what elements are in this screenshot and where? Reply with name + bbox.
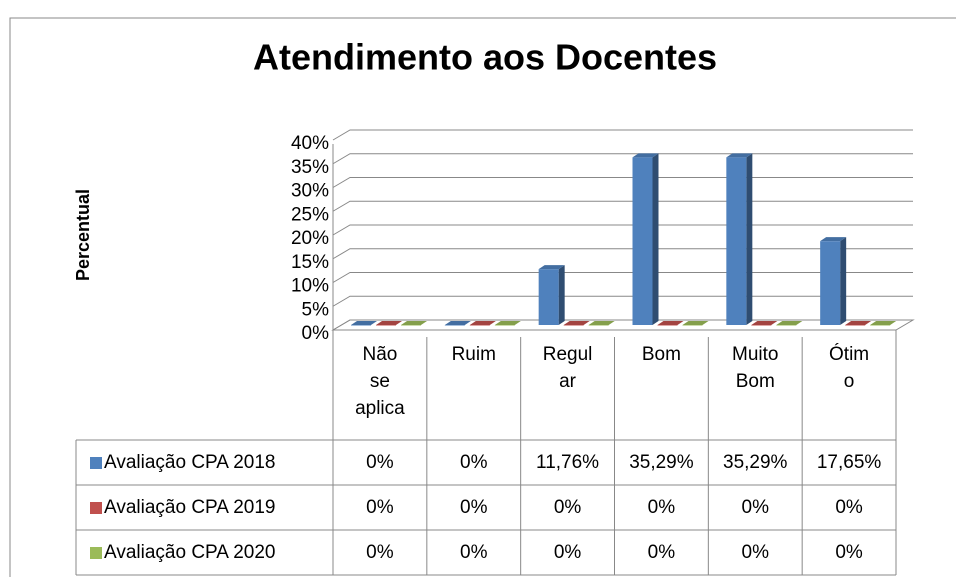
legend-key: [90, 547, 102, 559]
y-tick-label: 35%: [291, 157, 329, 178]
data-label: 0%: [460, 542, 488, 563]
data-label: 0%: [647, 497, 676, 518]
data-label: 0%: [835, 542, 863, 563]
bar: [657, 321, 684, 326]
bar: [751, 321, 778, 326]
x-tick-label: Ruim: [451, 344, 496, 365]
bar: [376, 321, 402, 326]
y-tick-label: 25%: [291, 204, 329, 225]
x-tick-label: Muito Bom: [732, 344, 779, 392]
y-tick-label: 0%: [302, 323, 330, 344]
data-label: 0%: [460, 452, 488, 473]
bar: [351, 321, 377, 326]
x-tick-label: Bom: [641, 344, 681, 365]
y-tick-label: 15%: [291, 252, 329, 273]
data-label: 35,29%: [723, 452, 788, 473]
data-label: 0%: [835, 497, 863, 518]
data-label: 0%: [553, 497, 582, 518]
data-label: 11,76%: [536, 452, 600, 473]
bar: [726, 153, 753, 325]
grid-line: [332, 295, 913, 307]
legend-label: Avaliação CPA 2018: [104, 452, 276, 473]
chart-title: Atendimento aos Docentes: [253, 37, 717, 78]
data-label: 0%: [366, 452, 394, 473]
grid-line: [332, 129, 913, 141]
bar: [538, 265, 565, 325]
grid-line: [332, 224, 913, 236]
y-tick-label: 30%: [291, 181, 329, 202]
data-label: 0%: [647, 542, 676, 563]
grid-line: [332, 200, 913, 212]
bar: [845, 321, 872, 326]
bar: [632, 153, 659, 325]
data-label: 35,29%: [629, 452, 694, 473]
bar: [401, 321, 427, 326]
legend-key: [90, 502, 102, 514]
x-tick-label: Não se aplica: [355, 344, 405, 419]
data-label: 0%: [741, 497, 769, 518]
bar: [444, 321, 471, 326]
data-label: 0%: [741, 542, 769, 563]
x-tick-label: Regular: [542, 344, 593, 392]
data-label: 0%: [366, 542, 394, 563]
data-label: 17,65%: [816, 452, 882, 473]
y-tick-label: 20%: [291, 228, 329, 249]
grid-line: [332, 248, 913, 260]
x-tick-label: Ótimo: [829, 344, 870, 392]
bar: [588, 321, 615, 326]
y-axis-title: Percentual: [73, 189, 93, 281]
grid-line: [332, 177, 913, 188]
legend-label: Avaliação CPA 2020: [104, 542, 276, 563]
bar: [469, 321, 496, 326]
data-label: 0%: [366, 497, 394, 518]
data-label: 0%: [553, 542, 582, 563]
grid-line: [332, 319, 913, 331]
legend-key: [90, 457, 102, 469]
chart-border: [9, 17, 956, 577]
bar: [494, 321, 521, 326]
bar: [776, 321, 803, 326]
grid-line: [332, 153, 913, 165]
bar: [682, 321, 709, 326]
data-label: 0%: [460, 497, 488, 518]
grid-line: [332, 272, 913, 283]
y-tick-label: 5%: [302, 299, 330, 320]
bar: [820, 237, 847, 325]
legend-label: Avaliação CPA 2019: [104, 497, 276, 518]
y-tick-label: 10%: [291, 276, 329, 297]
y-tick-label: 40%: [291, 133, 329, 154]
bar: [563, 321, 590, 326]
bar: [870, 321, 897, 326]
